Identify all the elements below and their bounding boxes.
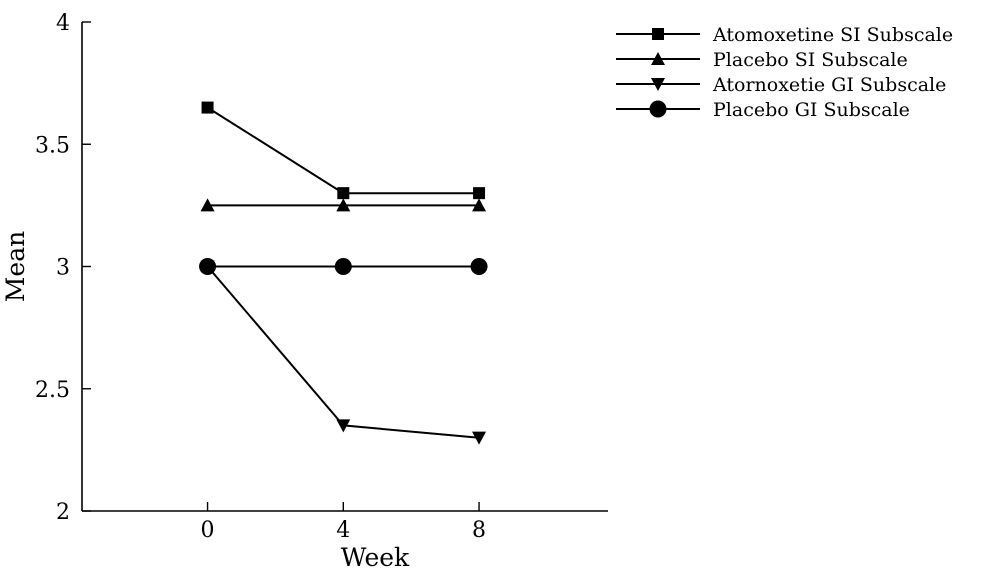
- legend-label: Atomoxetine SI Subscale: [712, 24, 953, 46]
- legend-marker: [651, 52, 665, 65]
- legend-item: Atornoxetie GI Subscale: [616, 74, 946, 96]
- legend-item: Placebo SI Subscale: [616, 49, 908, 71]
- x-axis-ticks: 0 4 8: [201, 502, 486, 543]
- data-point: [336, 198, 351, 212]
- data-point: [470, 258, 488, 275]
- data-point: [472, 431, 487, 445]
- x-tick-label: 0: [201, 518, 215, 543]
- legend-marker: [649, 100, 667, 118]
- legend-label: Placebo GI Subscale: [713, 99, 910, 121]
- series-1: [201, 101, 486, 200]
- data-point: [336, 419, 351, 433]
- data-point: [334, 258, 352, 275]
- data-point: [473, 187, 486, 200]
- data-point: [199, 258, 217, 275]
- legend-label: Atornoxetie GI Subscale: [712, 74, 946, 96]
- data-series: [199, 101, 488, 445]
- legend-label: Placebo SI Subscale: [713, 49, 908, 71]
- series-2: [200, 198, 487, 212]
- y-tick-label: 3: [56, 256, 70, 281]
- legend-marker: [652, 28, 664, 40]
- y-tick-label: 4: [56, 11, 70, 36]
- legend-marker: [651, 78, 665, 91]
- data-point: [201, 101, 214, 114]
- series-3: [200, 260, 487, 445]
- series-line: [206, 265, 480, 439]
- data-point: [200, 198, 215, 212]
- legend-item: Placebo GI Subscale: [616, 99, 910, 121]
- series-line: [207, 106, 479, 195]
- y-axis-ticks: 2 2.5 3 3.5 4: [35, 11, 91, 525]
- data-point: [337, 187, 350, 200]
- x-axis-title: Week: [341, 543, 410, 572]
- data-point: [472, 198, 487, 212]
- y-axis-title: Mean: [1, 231, 30, 302]
- x-tick-label: 4: [336, 518, 350, 543]
- y-tick-label: 2: [56, 500, 70, 525]
- x-tick-label: 8: [472, 518, 486, 543]
- y-tick-label: 2.5: [35, 378, 70, 403]
- legend-item: Atomoxetine SI Subscale: [616, 24, 953, 46]
- y-tick-label: 3.5: [35, 133, 70, 158]
- series-4: [199, 258, 488, 275]
- legend: Atomoxetine SI Subscale Placebo SI Subsca…: [616, 24, 953, 121]
